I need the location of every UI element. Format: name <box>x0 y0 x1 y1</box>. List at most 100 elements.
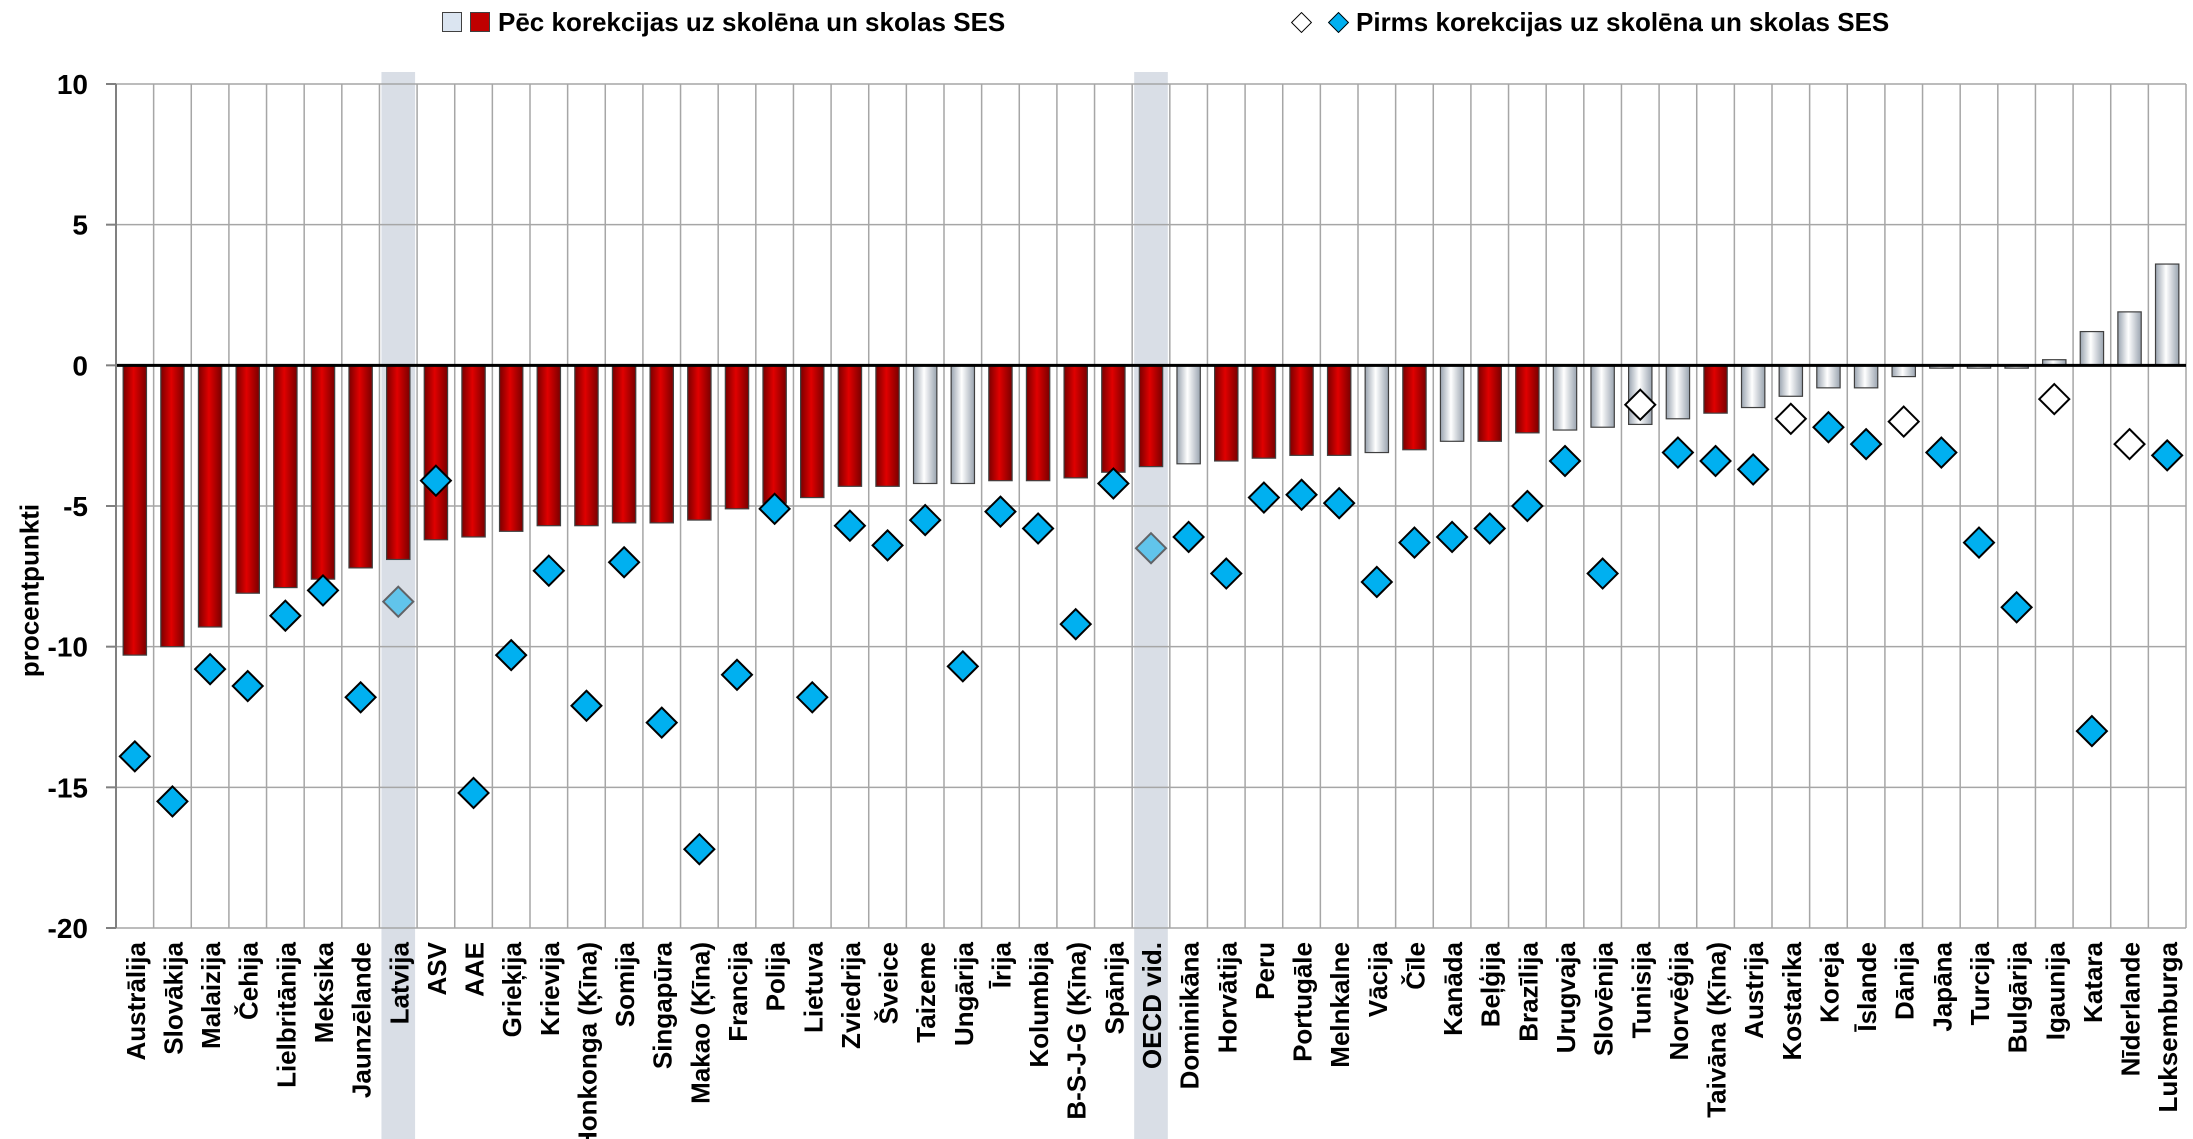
bar-AAE <box>461 364 486 538</box>
bar-Nīderlande <box>2117 311 2142 366</box>
marker-Lielbritānija <box>268 599 302 633</box>
x-tick-label: Polija <box>761 941 791 1011</box>
marker-Singapūra <box>645 706 679 740</box>
x-tick-label: Slovākija <box>158 941 188 1054</box>
bar-Ungārija <box>950 364 976 485</box>
x-tick-label: Tunisija <box>1626 941 1656 1038</box>
x-tick-label: Horvātija <box>1212 941 1242 1053</box>
x-tick-label: Bulgārija <box>2003 941 2033 1053</box>
marker-Turcija <box>1962 526 1996 559</box>
bar-Šveice <box>875 364 900 487</box>
x-tick-label: Beļģija <box>1476 941 1506 1027</box>
marker-Latvija <box>381 585 415 619</box>
y-tick-label: 10 <box>57 69 88 100</box>
legend-item-before: Pirms korekcijas uz skolēna un skolas SE… <box>1288 4 1889 40</box>
marker-Urugvaja <box>1548 444 1582 478</box>
marker-Katara <box>2075 714 2109 748</box>
marker-Norvēģija <box>1661 436 1695 469</box>
bar-Kolumbija <box>1025 364 1051 482</box>
bar-Spānija <box>1101 364 1126 473</box>
bar-Vācija <box>1364 364 1390 454</box>
x-tick-label: Portugāle <box>1288 942 1318 1062</box>
marker-Meksika <box>306 573 340 607</box>
marker-Kolumbija <box>1021 512 1055 545</box>
marker-Bulgārija <box>2000 590 2034 624</box>
x-tick-label: Meksika <box>309 941 339 1043</box>
marker-Dominikāna <box>1172 520 1206 554</box>
marker-Horvātija <box>1209 557 1243 590</box>
marker-Šveice <box>871 528 904 562</box>
bar-Īrija <box>988 364 1013 482</box>
legend-label-before: Pirms korekcijas uz skolēna un skolas SE… <box>1356 6 1890 37</box>
bar-Krievija <box>536 364 562 527</box>
marker-Nīderlande <box>2113 427 2146 461</box>
bar-Čehija <box>235 364 260 594</box>
bar-Slovākija <box>160 364 185 648</box>
bar-Jaunzēlande <box>348 364 373 569</box>
bar-Zviedrija <box>837 364 863 487</box>
x-tick-label: Grieķija <box>497 941 527 1037</box>
x-tick-label: Taivāna (Ķīna) <box>1702 942 1732 1118</box>
bar-Grieķija <box>498 364 524 532</box>
bar-Brazīlija <box>1515 364 1540 434</box>
bar-Urugvaja <box>1552 364 1578 431</box>
marker-Igaunija <box>2037 382 2071 416</box>
marker-Malaizija <box>193 652 227 686</box>
bar-Koreja <box>1816 364 1841 389</box>
bar-Dominikāna <box>1176 364 1201 465</box>
x-tick-label: Kostarika <box>1777 941 1807 1060</box>
bar-Taivāna (Ķīna) <box>1703 364 1728 414</box>
x-tick-label: Īslande <box>1852 942 1882 1033</box>
bar-Beļģija <box>1477 364 1502 442</box>
x-tick-label: Čehija <box>234 941 264 1020</box>
marker-Honkonga (Ķīna) <box>570 689 603 723</box>
bar-Malaizija <box>197 364 223 628</box>
bar-Horvātija <box>1214 364 1239 462</box>
x-tick-label: Luksemburga <box>2153 941 2183 1112</box>
bar-Lielbritānija <box>273 364 298 589</box>
marker-Kostarika <box>1774 402 1808 436</box>
x-tick-label: Spānija <box>1099 941 1129 1034</box>
bar-Meksika <box>310 364 336 580</box>
legend-square-light-icon <box>442 12 462 32</box>
marker-Grieķija <box>494 638 528 672</box>
marker-Polija <box>758 492 792 526</box>
bar-Francija <box>724 364 750 510</box>
bar-Slovēnija <box>1590 364 1615 428</box>
bar-Īslande <box>1853 364 1879 389</box>
x-tick-label: Turcija <box>1965 941 1995 1025</box>
x-tick-label: Makao (Ķīna) <box>685 942 715 1104</box>
legend-item-after: Pēc korekcijas uz skolēna un skolas SES <box>442 4 1005 40</box>
bar-Honkonga (Ķīna) <box>574 364 599 527</box>
marker-Zviedrija <box>833 509 867 543</box>
x-tick-label: Singapūra <box>648 941 678 1069</box>
x-tick-label: Austrālija <box>121 941 151 1060</box>
bar-Portugāle <box>1289 364 1314 456</box>
bar-Lietuva <box>800 364 825 499</box>
marker-Krievija <box>532 554 566 588</box>
bar-Dānija <box>1891 364 1916 378</box>
x-tick-label: Krievija <box>535 941 565 1035</box>
bar-Polija <box>762 364 787 504</box>
x-tick-label: Norvēģija <box>1664 941 1694 1060</box>
bar-B-S-J-G (Ķīna) <box>1063 364 1088 479</box>
x-tick-label: Austrija <box>1739 941 1769 1038</box>
bar-Latvija <box>386 364 411 561</box>
marker-Jaunzēlande <box>344 680 378 714</box>
bar-Čīle <box>1402 364 1427 451</box>
bar-Kanāda <box>1439 364 1465 442</box>
x-tick-label: Taizeme <box>911 942 941 1043</box>
marker-Taivāna (Ķīna) <box>1699 444 1732 478</box>
marker-Dānija <box>1887 405 1921 439</box>
marker-Makao (Ķīna) <box>682 832 716 866</box>
x-tick-label: Katara <box>2078 941 2108 1022</box>
x-tick-label: Vācija <box>1363 941 1393 1017</box>
bar-Kostarika <box>1778 364 1804 397</box>
x-tick-label: Ungārija <box>949 941 979 1046</box>
x-tick-label: Somija <box>610 941 640 1027</box>
marker-Ungārija <box>946 649 980 683</box>
y-tick-label: -20 <box>48 913 88 944</box>
bar-Austrija <box>1740 364 1766 409</box>
x-tick-label: Koreja <box>1814 941 1844 1022</box>
